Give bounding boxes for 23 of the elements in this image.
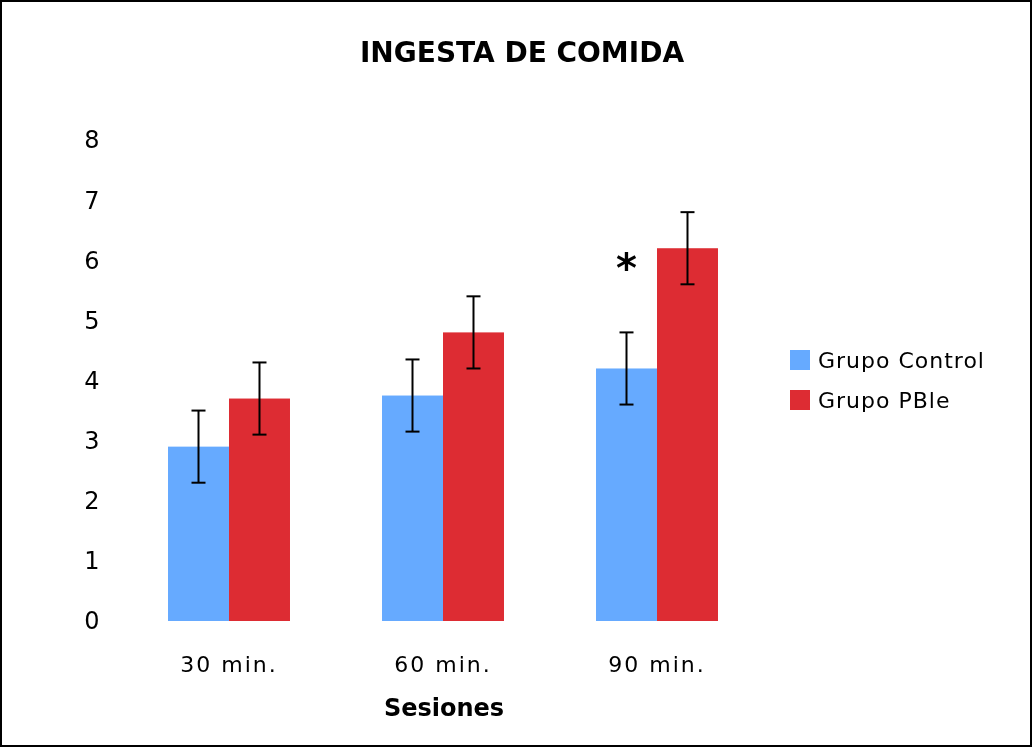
y-tick-label: 6 [84, 246, 100, 275]
y-tick-label: 2 [84, 487, 100, 516]
bar [168, 446, 229, 621]
x-axis-title: Sesiones [383, 694, 505, 722]
bar [596, 368, 657, 621]
y-tick-label: 7 [84, 186, 100, 215]
y-tick-label: 3 [84, 427, 100, 456]
legend-label: Grupo PBle [818, 387, 951, 413]
x-tick-label: 60 min. [394, 652, 492, 677]
annotation: * [616, 245, 638, 292]
bar [229, 398, 290, 621]
bar [657, 248, 718, 621]
y-tick-label: 8 [84, 126, 100, 155]
bar [443, 332, 504, 621]
chart-title: INGESTA DE COMIDA [359, 36, 685, 69]
y-tick-label: 1 [84, 547, 100, 576]
y-tick-label: 0 [84, 607, 100, 636]
bar [382, 395, 443, 621]
x-tick-label: 30 min. [180, 652, 278, 677]
legend-label: Grupo Control [818, 347, 985, 373]
y-tick-label: 4 [84, 366, 100, 395]
y-tick-label: 5 [84, 306, 100, 335]
x-tick-label: 90 min. [608, 652, 706, 677]
